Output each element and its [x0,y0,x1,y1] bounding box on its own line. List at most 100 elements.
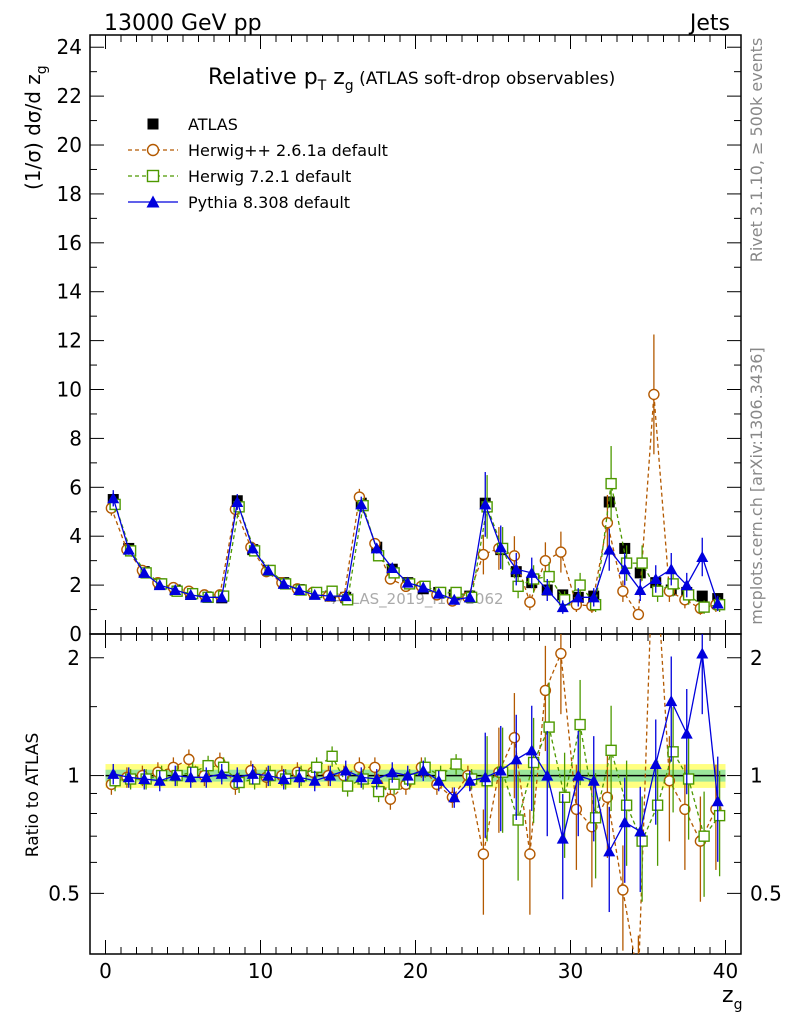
herwig7-point [512,580,524,593]
pythia-point [200,591,213,603]
pythia-point [215,591,228,603]
herwigpp-point [508,550,521,562]
herwig7-point [589,812,602,824]
herwig7-point [202,759,214,772]
pythia-point [370,542,383,554]
pythia-point [122,771,135,783]
pythia-point [448,791,461,803]
legend-label: ATLAS [188,115,238,134]
herwig7-point [667,746,679,758]
pythia-point [231,771,244,783]
pythia-point [153,774,166,786]
y-tick-label: 24 [57,35,82,59]
herwigpp-point [555,546,567,558]
pythia-point [169,769,182,781]
pythia-point [370,772,383,784]
pythia-point [680,727,693,739]
herwig7-point [310,761,323,773]
pythia-point [246,767,259,779]
pythia-point [277,577,290,589]
herwig7-point [698,601,710,613]
pythia-point [556,832,569,844]
herwigpp-point [146,143,160,157]
herwigpp-point [601,517,614,529]
mcplots-label: mcplots.cern.ch [arXiv:1306.3436] [747,347,766,624]
herwigpp-point [539,684,552,697]
herwig7-point [620,799,633,811]
y-tick-label: 12 [57,329,82,353]
herwigpp-point [508,731,521,744]
pythia-point [401,769,414,781]
y-tick-label: 14 [57,280,82,304]
herwig7-point [388,778,400,790]
y-tick-label: 16 [57,231,82,255]
herwigpp-point [524,848,536,860]
pythia-point [417,581,430,593]
atlas-point [603,496,615,508]
x-tick-label: 20 [403,959,428,983]
pythia-point [386,766,399,778]
herwigpp-point [632,608,645,621]
herwig7-point [543,721,555,733]
pythia-point [603,845,616,857]
herwigpp-point [384,793,397,805]
plot-title: Relative pT zg (ATLAS soft-drop observab… [208,65,615,94]
herwig7-point [326,750,338,763]
y-tick-label: 6 [69,475,82,499]
atlas-point [619,542,631,554]
ratio-series [105,634,726,954]
y-tick-label: 22 [57,84,82,108]
herwig7-point [217,761,230,773]
pythia-point [541,769,554,781]
pythia-point [618,816,631,828]
atlas-point [696,590,708,602]
ratio-tick-label: 0.5 [48,881,80,905]
pythia-point [432,587,445,599]
pythia-point [665,695,678,707]
pythia-point [463,591,476,603]
pythia-point [107,767,120,779]
ratio-reference-band [105,764,726,788]
ratio-tick-label: 1 [750,764,763,788]
pythia-point [510,753,523,765]
pythia-point [153,579,166,591]
herwigpp-point [617,884,629,896]
y-axis-label: (1/σ) dσ/d zg [21,65,50,190]
y-tick-label: 2 [69,573,82,597]
herwig7-point [450,758,462,770]
herwigpp-point [617,585,629,597]
herwigpp-point [183,753,195,766]
ratio-tick-label: 0.5 [750,881,782,905]
pythia-point [293,583,306,595]
pythia-point [122,543,135,555]
herwig7-point [682,589,695,601]
pythia-point [634,583,647,595]
herwig7-point [558,791,571,803]
herwig7-point [698,830,710,842]
pythia-point [308,588,321,600]
legend-label: Herwig++ 2.6.1a default [188,141,388,160]
pythia-point [479,498,492,510]
pythia-point [525,744,538,756]
herwigpp-point [601,791,614,803]
ratio-y-axis-label: Ratio to ATLAS [23,733,43,858]
pythia-point [711,597,724,609]
y-tick-label: 4 [69,524,82,548]
herwigpp-point [679,803,691,815]
x-tick-label: 0 [99,959,112,983]
herwig7-point [372,785,385,798]
herwigpp-point [477,848,490,860]
herwig7-point [574,579,586,591]
pythia-point [146,195,160,208]
pythia-point [169,583,182,595]
header-topic: Jets [688,11,730,36]
atlas-point [634,567,646,579]
pythia-point [463,774,476,786]
pythia-point [339,590,352,602]
herwig7-point [636,835,648,847]
legend: ATLAS Herwig++ 2.6.1a default Herwig 7.2.1… [128,115,388,212]
herwigpp-point [477,548,490,561]
herwigpp-point [648,388,660,401]
y-tick-label: 18 [57,182,82,206]
x-axis-label: zg [722,983,742,1013]
